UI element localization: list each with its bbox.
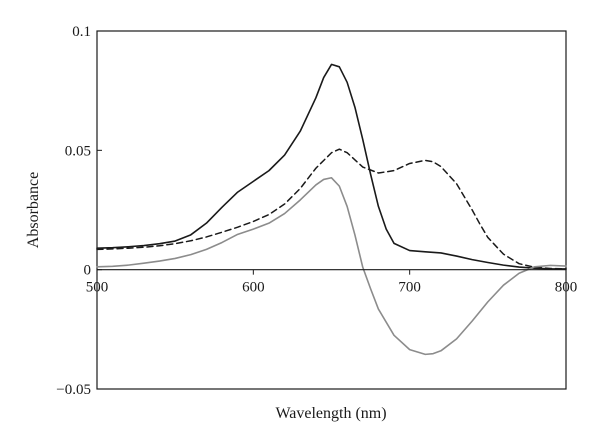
series-layer: [96, 63, 567, 356]
series-line-1: [96, 63, 567, 270]
x-tick-label: 800: [555, 280, 578, 296]
x-tick-label: 700: [398, 280, 421, 296]
y-tick-label: −0.05: [56, 382, 91, 398]
y-axis-title: Absorbance: [25, 172, 42, 248]
x-axis-title: Wavelength (nm): [275, 405, 386, 422]
y-tick-label: 0: [84, 263, 92, 279]
y-tick-label: 0.05: [65, 143, 91, 159]
axis-layer: 500 600 700 800 −0.05 0 0.05 0.1: [56, 24, 577, 398]
plot-frame: [96, 30, 567, 390]
series-line-2: [96, 148, 567, 270]
x-tick-label: 600: [242, 280, 265, 296]
x-tick-label: 500: [86, 280, 109, 296]
series-line-3: [96, 176, 567, 356]
y-tick-label: 0.1: [72, 24, 91, 40]
